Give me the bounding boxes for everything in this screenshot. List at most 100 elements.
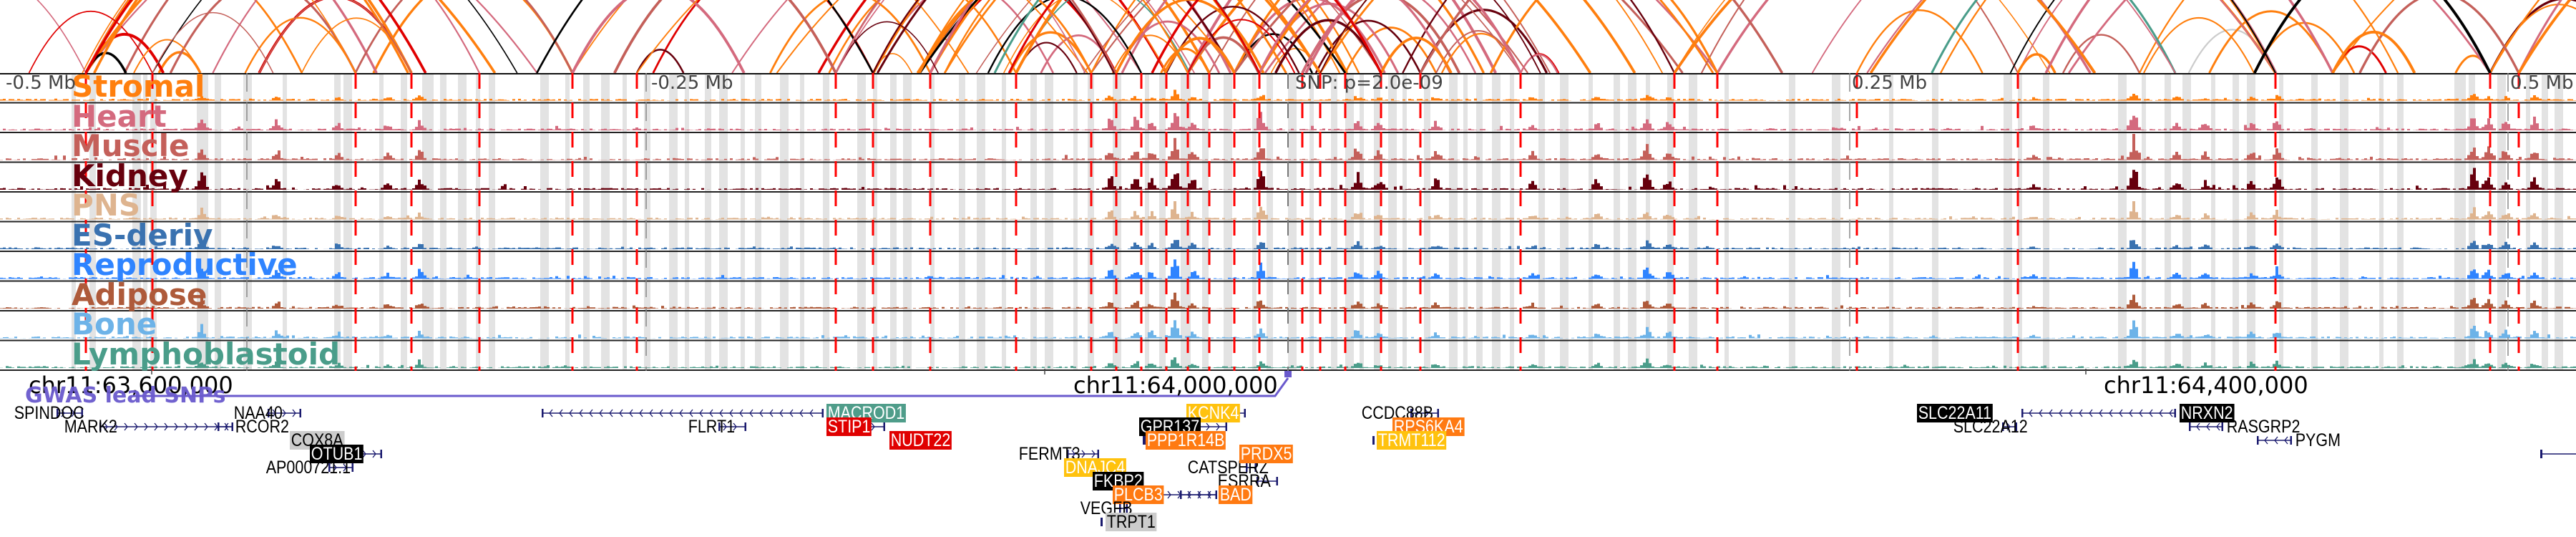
gene-structure-catsperz: [1246, 463, 1257, 472]
chromatin-loop-arc: [1344, 26, 1438, 74]
chromatin-loop-arc: [244, 16, 357, 74]
gene-label-naa40[interactable]: NAA40: [233, 403, 283, 423]
snp-pvalue-label: SNP: p=2.0e-09: [1295, 72, 1443, 94]
chromatin-loop-arc: [36, 0, 87, 74]
chromatin-loop-arc: [919, 0, 1093, 74]
gene-structure-unlabelled: [2540, 450, 2576, 458]
chromatin-loop-arc: [133, 39, 201, 74]
gene-structure-ccdc88b: [1410, 409, 1439, 417]
chromatin-loop-arc: [1233, 0, 1485, 74]
chromatin-loop-arc: [1163, 37, 1236, 74]
gene-label-trpt1[interactable]: TRPT1: [1106, 512, 1157, 532]
chromatin-loop-arc: [93, 0, 413, 74]
chromatin-loop-arc: [1008, 0, 1261, 74]
gene-structure-flrt1: [718, 422, 746, 431]
signal-area: [0, 292, 2576, 309]
chromatin-loop-arc: [2044, 0, 2334, 74]
chromatin-loop-arc: [152, 11, 274, 74]
gene-structure-esrra: [1257, 477, 1278, 485]
chromatin-loop-arc: [2489, 4, 2576, 74]
axis-tick-label-64400000: chr11:64,400,000: [2104, 372, 2308, 399]
chromatin-loop-arc: [2068, 0, 2492, 74]
chromatin-loop-arc: [1115, 0, 1265, 74]
gwas-lead-snps-label: GWAS lead SNPs: [25, 383, 226, 408]
chromatin-loop-arc: [2017, 0, 2278, 74]
gene-structure-ap000721.1: [328, 463, 353, 472]
gene-label-slc22a12[interactable]: SLC22A12: [1953, 417, 2028, 437]
chromatin-loop-arc: [1716, 0, 2092, 74]
signal-area: [0, 240, 2576, 249]
gene-structure-mark2: [99, 422, 233, 431]
chromatin-loop-arc: [769, 0, 932, 74]
gene-label-ap000721-1[interactable]: AP000721.1: [265, 458, 351, 478]
gene-label-plcb3[interactable]: PLCB3: [1113, 485, 1164, 505]
gene-label-nudt22[interactable]: NUDT22: [889, 430, 952, 450]
loop-arcs-panel: [28, 0, 2576, 74]
chromatin-loop-arc: [2489, 0, 2576, 74]
chromatin-loop-arc: [1151, 0, 1382, 74]
gene-label-stip1[interactable]: STIP1: [826, 417, 872, 437]
gene-label-mark2[interactable]: MARK2: [64, 417, 117, 437]
gene-label-flrt1[interactable]: FLRT1: [688, 417, 736, 437]
gene-structure-vegfb: [1119, 504, 1128, 513]
gene-label-rasgrp2[interactable]: RASGRP2: [2226, 417, 2301, 437]
chromatin-loop-arc: [1301, 0, 1477, 74]
chromatin-loop-arc: [828, 0, 1018, 74]
chromatin-loop-arc: [1811, 0, 2176, 74]
gene-label-slc22a11[interactable]: SLC22A11: [1917, 403, 1993, 423]
gene-label-spindoc[interactable]: SPINDOC: [14, 403, 84, 423]
signal-area: [0, 90, 2576, 101]
chromatin-loop-arc: [2517, 0, 2562, 74]
gene-label-bad[interactable]: BAD: [1219, 485, 1253, 505]
gene-structure-ppp1r14b: [1143, 436, 1146, 445]
scale-label-minus-0-25mb: -0.25 Mb: [651, 72, 733, 94]
chromatin-loop-arc: [1489, 0, 1719, 74]
chromatin-loop-arc: [2139, 0, 2399, 74]
gene-structure-rcor2: [218, 422, 233, 431]
gene-structure-fermt3: [1067, 450, 1099, 458]
chromatin-loop-arc: [2016, 53, 2057, 74]
chromatin-loop-arc: [1304, 0, 1522, 74]
signal-area: [0, 357, 2576, 368]
gene-structure-slc22a12: [2002, 422, 2017, 431]
chromatin-loop-arc: [776, 0, 1235, 74]
chromatin-loop-arc: [354, 0, 574, 74]
gene-label-otub1[interactable]: OTUB1: [310, 444, 364, 464]
gene-label-ppp1r14b[interactable]: PPP1R14B: [1146, 430, 1226, 450]
gene-label-nrxn2[interactable]: NRXN2: [2180, 403, 2235, 423]
gene-structure-pygm: [2257, 436, 2292, 445]
chromatin-loop-arc: [1003, 0, 1167, 74]
chromatin-loop-arc: [835, 0, 1086, 74]
chromatin-loop-arc: [1855, 9, 1984, 74]
chromatin-loop-arc: [2143, 17, 2255, 74]
chromatin-loop-arc: [82, 0, 356, 74]
chromatin-loop-arc: [613, 0, 837, 74]
chromatin-loop-arc: [258, 0, 412, 74]
chromatin-loop-arc: [834, 0, 1116, 74]
gwas-lead-snp-marker: [1284, 371, 1292, 377]
chromatin-loop-arc: [1380, 37, 1453, 74]
chromatin-loop-arc: [1165, 6, 1300, 74]
gwas-lead-snp-line: [136, 377, 1289, 397]
gene-label-rcor2[interactable]: RCOR2: [235, 417, 289, 437]
gene-label-pygm[interactable]: PYGM: [2295, 430, 2341, 450]
chromatin-loop-arc: [1931, 0, 2177, 74]
chromatin-loop-arc: [987, 0, 1143, 74]
chromatin-loop-arc: [1519, 54, 1558, 74]
gene-label-trmt112[interactable]: TRMT112: [1377, 430, 1447, 450]
chromatin-loop-arc: [1090, 0, 1360, 74]
chromatin-loop-arc: [1402, 0, 1676, 74]
chromatin-loop-arc: [2062, 34, 2141, 74]
chromatin-loop-arc: [1701, 0, 2019, 74]
scale-label-0-25mb: 0.25 Mb: [1852, 72, 1928, 94]
gene-structure-rasgrp2: [2189, 422, 2223, 431]
chromatin-loop-arc: [2358, 0, 2520, 74]
gene-label-prdx5[interactable]: PRDX5: [1239, 444, 1294, 464]
scale-label-minus-0-5mb: -0.5 Mb: [6, 72, 76, 94]
chromatin-loop-arc: [944, 0, 1189, 74]
chromatin-loop-arc: [1015, 0, 1191, 74]
gene-structure-trpt1: [1101, 518, 1103, 526]
chromatin-loop-arc: [28, 10, 153, 74]
chromatin-loop-arc: [2253, 0, 2492, 74]
chromatin-loop-arc: [872, 0, 1115, 74]
